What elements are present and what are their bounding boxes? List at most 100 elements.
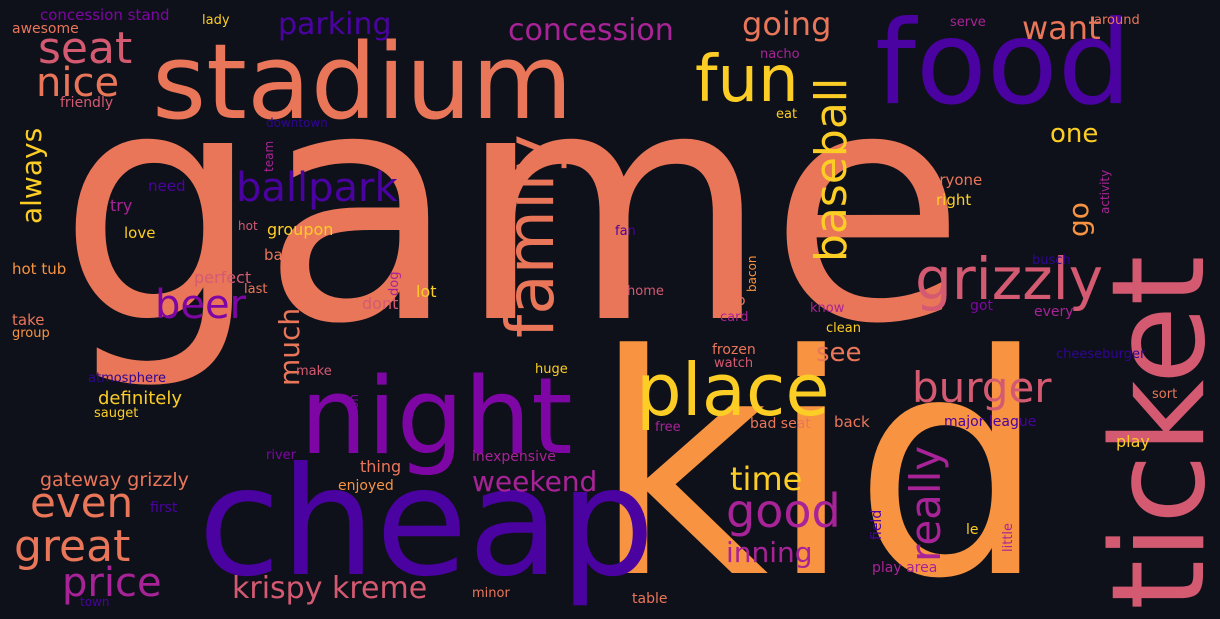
word-sort: sort: [1152, 387, 1178, 402]
word-love: love: [124, 224, 156, 242]
word-table: table: [632, 591, 668, 607]
word-great: great: [14, 521, 131, 572]
word-lot: lot: [416, 282, 437, 301]
word-card: card: [720, 310, 749, 325]
word-always: always: [15, 127, 48, 224]
word-home: home: [627, 284, 664, 299]
word-place: place: [636, 348, 830, 432]
word-kid: kid: [592, 290, 1047, 619]
word-try: try: [110, 196, 133, 215]
word-team: team: [262, 140, 276, 172]
word-make: make: [296, 364, 332, 379]
word-thing: thing: [360, 457, 402, 476]
word-right: right: [936, 191, 972, 209]
word-group: group: [12, 326, 50, 341]
word-dog: dog: [387, 271, 402, 296]
word-ballpark: ballpark: [236, 165, 398, 211]
word-dont: dont: [362, 294, 399, 313]
word-selection: selection: [347, 394, 361, 448]
word-stadium: stadium: [152, 21, 573, 143]
word-minor: minor: [472, 586, 510, 601]
word-ticket: ticket: [1085, 255, 1220, 610]
word-town: town: [80, 595, 110, 609]
word-really: really: [901, 445, 950, 562]
word-bacon: bacon: [745, 255, 759, 292]
word-good: good: [726, 484, 841, 538]
word-lady: lady: [202, 13, 230, 28]
word-going: going: [742, 5, 832, 43]
word-go: go: [1062, 202, 1095, 237]
word-activity: activity: [1098, 169, 1112, 214]
word-busch: busch: [1032, 253, 1071, 268]
word-frozen: frozen: [712, 342, 756, 358]
word-night: night: [300, 355, 573, 478]
word-inexpensive: inexpensive: [472, 449, 556, 465]
word-play-area: play area: [872, 560, 938, 576]
word-baseball: baseball: [806, 77, 857, 262]
word-river: river: [266, 448, 296, 463]
word-food: food: [875, 0, 1132, 131]
word-seat: seat: [38, 23, 133, 74]
word-see: see: [816, 338, 862, 368]
word-gateway-grizzly: gateway grizzly: [40, 469, 189, 491]
word-one: one: [1050, 119, 1099, 149]
word-family: family: [492, 134, 569, 338]
word-everyone: everyone: [912, 171, 983, 189]
word-cheap: cheap: [198, 436, 655, 610]
word-nacho: nacho: [760, 47, 800, 62]
word-fan: fan: [615, 224, 636, 239]
word-definitely: definitely: [98, 388, 183, 409]
word-enjoyed: enjoyed: [338, 478, 394, 494]
word-groupon: groupon: [267, 220, 334, 239]
word-atmosphere: atmosphere: [88, 371, 166, 386]
word-know: know: [810, 301, 845, 316]
word-hot: hot: [238, 219, 258, 233]
word-every: every: [1034, 304, 1074, 320]
word-perfect: perfect: [194, 268, 252, 287]
word-huge: huge: [535, 362, 568, 377]
word-fun: fun: [695, 43, 799, 117]
word-game: game: [58, 22, 966, 394]
word-watch: watch: [714, 356, 754, 371]
word-sauget: sauget: [94, 406, 139, 421]
word-clean: clean: [826, 321, 861, 336]
word-serve: serve: [950, 15, 986, 30]
word-beer: beer: [155, 282, 247, 328]
word-free: free: [655, 420, 681, 435]
word-le: le: [966, 522, 979, 538]
word-back: back: [834, 413, 870, 431]
word-eat: eat: [776, 107, 798, 122]
word-even: even: [30, 478, 134, 527]
word-got: got: [970, 298, 993, 314]
word-downtown: downtown: [266, 116, 328, 130]
word-field: field: [869, 509, 885, 540]
word-need: need: [148, 177, 186, 195]
word-first: first: [150, 500, 178, 516]
word-friendly: friendly: [60, 95, 114, 111]
word-concession: concession: [508, 13, 674, 48]
word-take: take: [12, 311, 45, 329]
word-grizzly: grizzly: [915, 245, 1104, 313]
word-krispy-kreme: krispy kreme: [232, 571, 428, 606]
word-last: last: [244, 282, 268, 297]
word-nice: nice: [36, 60, 120, 106]
word-little: little: [1001, 522, 1016, 552]
word-play: play: [1116, 432, 1150, 451]
word-inning: inning: [726, 536, 813, 569]
word-want: want: [1022, 9, 1101, 47]
word-time: time: [730, 460, 803, 498]
word-price: price: [62, 560, 162, 606]
word-awesome: awesome: [12, 21, 79, 37]
word-major-league: major league: [944, 414, 1037, 430]
word-concession-stand: concession stand: [40, 6, 170, 24]
word-bad-seat: bad seat: [750, 416, 811, 432]
word-two: two: [720, 293, 746, 309]
word-weekend: weekend: [472, 465, 598, 498]
word-cheeseburger: cheeseburger: [1056, 347, 1146, 362]
word-hot-tub: hot tub: [12, 260, 67, 278]
word-ball: ball: [264, 246, 292, 264]
word-around: around: [1094, 13, 1140, 28]
word-parking: parking: [278, 7, 392, 42]
word-burger: burger: [912, 363, 1052, 412]
